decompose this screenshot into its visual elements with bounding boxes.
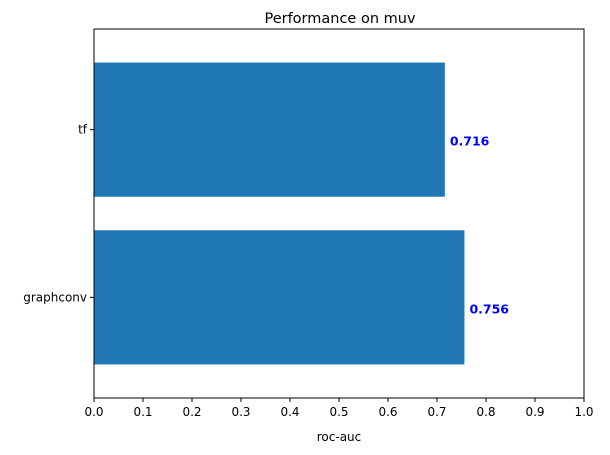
x-tick-label: 0.7 <box>427 405 446 419</box>
x-tick-label: 0.3 <box>231 405 250 419</box>
value-label-graphconv: 0.756 <box>469 301 509 316</box>
x-tick-label: 0.0 <box>84 405 103 419</box>
y-tick-label-tf: tf <box>78 123 88 137</box>
x-axis-ticks: 0.0 0.1 0.2 0.3 0.4 0.5 0.6 0.7 0.8 0.9 1.0 <box>84 398 594 419</box>
x-tick-label: 0.4 <box>280 405 299 419</box>
bar-tf <box>94 62 445 197</box>
value-label-tf: 0.716 <box>450 134 490 149</box>
bar-graphconv <box>94 230 465 365</box>
value-labels-group: 0.756 0.716 <box>450 134 509 317</box>
bars-group <box>94 62 465 365</box>
x-tick-label: 0.1 <box>133 405 152 419</box>
x-axis-title: roc-auc <box>317 430 362 444</box>
x-tick-label: 1.0 <box>574 405 593 419</box>
x-tick-label: 0.5 <box>329 405 348 419</box>
x-tick-label: 0.9 <box>525 405 544 419</box>
x-tick-label: 0.6 <box>378 405 397 419</box>
y-tick-label-graphconv: graphconv <box>23 290 87 304</box>
chart-title: Performance on muv <box>264 11 415 27</box>
x-tick-label: 0.2 <box>182 405 201 419</box>
plot-frame <box>93 28 585 399</box>
y-axis-ticks: graphconv tf <box>23 123 94 304</box>
x-tick-label: 0.8 <box>476 405 495 419</box>
